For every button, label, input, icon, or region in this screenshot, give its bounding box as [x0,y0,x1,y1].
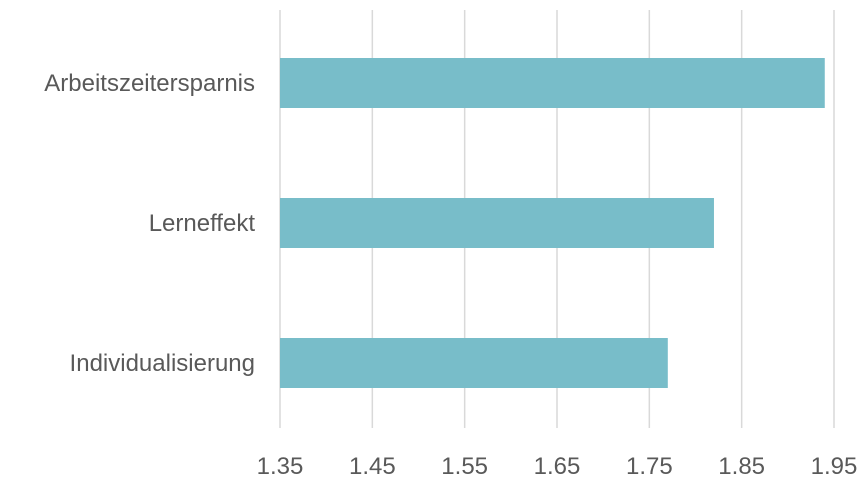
category-label: Lerneffekt [149,210,256,237]
x-tick-labels: 1.35 1.45 1.55 1.65 1.75 1.85 1.95 [257,453,858,477]
x-tick-label: 1.75 [626,453,673,477]
x-tick-label: 1.55 [441,453,488,477]
category-labels: Arbeitszeitersparnis Lerneffekt Individual… [44,70,255,377]
category-label: Individualisierung [70,350,255,377]
bar-lerneffekt [280,198,714,248]
x-tick-label: 1.95 [811,453,858,477]
x-tick-label: 1.65 [534,453,581,477]
bar-individualisierung [280,338,668,388]
bar-arbeitszeitersparnis [280,58,825,108]
bars [280,58,825,388]
category-label: Arbeitszeitersparnis [44,70,255,97]
x-tick-label: 1.35 [257,453,304,477]
x-tick-label: 1.85 [718,453,765,477]
x-tick-label: 1.45 [349,453,396,477]
